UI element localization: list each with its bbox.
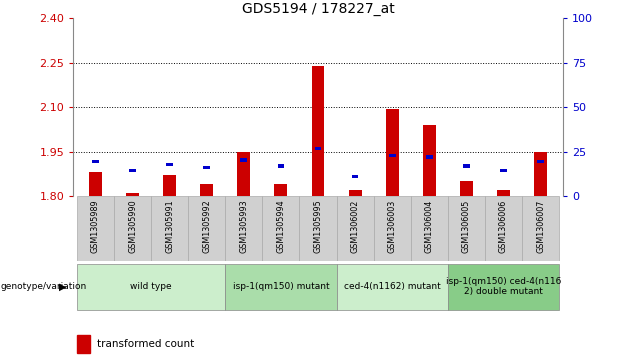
FancyBboxPatch shape [448, 264, 559, 310]
FancyBboxPatch shape [522, 196, 559, 261]
Text: GSM1305990: GSM1305990 [128, 199, 137, 253]
Bar [277, 164, 284, 168]
Text: GSM1306007: GSM1306007 [536, 199, 545, 253]
Bar [89, 172, 102, 196]
Text: GSM1306004: GSM1306004 [425, 199, 434, 253]
FancyBboxPatch shape [374, 196, 411, 261]
Bar [352, 175, 359, 178]
FancyBboxPatch shape [225, 264, 336, 310]
FancyBboxPatch shape [77, 264, 225, 310]
Bar [129, 169, 136, 172]
Text: GSM1305994: GSM1305994 [277, 199, 286, 253]
Bar [200, 184, 213, 196]
Bar [166, 163, 173, 166]
Bar [426, 155, 432, 159]
Bar [385, 109, 399, 196]
Bar [274, 184, 287, 196]
Text: GSM1305992: GSM1305992 [202, 199, 211, 253]
Bar [349, 190, 362, 196]
Bar [463, 164, 470, 168]
FancyBboxPatch shape [263, 196, 300, 261]
Bar [312, 66, 324, 196]
Text: GSM1306005: GSM1306005 [462, 199, 471, 253]
Text: GSM1305991: GSM1305991 [165, 199, 174, 253]
Bar [204, 166, 210, 169]
Text: transformed count: transformed count [97, 339, 195, 349]
Bar [76, 335, 90, 353]
Bar [389, 154, 396, 158]
Bar [315, 147, 321, 150]
Bar [500, 169, 507, 172]
FancyBboxPatch shape [300, 196, 336, 261]
Text: isp-1(qm150) ced-4(n116
2) double mutant: isp-1(qm150) ced-4(n116 2) double mutant [446, 277, 561, 297]
FancyBboxPatch shape [448, 196, 485, 261]
Bar [423, 125, 436, 196]
Text: GSM1306002: GSM1306002 [350, 199, 359, 253]
FancyBboxPatch shape [188, 196, 225, 261]
FancyBboxPatch shape [151, 196, 188, 261]
Bar [92, 160, 99, 163]
Bar [126, 193, 139, 196]
Bar [240, 158, 247, 162]
Text: GSM1306003: GSM1306003 [388, 199, 397, 253]
FancyBboxPatch shape [411, 196, 448, 261]
FancyBboxPatch shape [114, 196, 151, 261]
Text: ▶: ▶ [59, 282, 67, 292]
Text: genotype/variation: genotype/variation [1, 282, 87, 291]
Text: GSM1306006: GSM1306006 [499, 199, 508, 253]
FancyBboxPatch shape [77, 196, 114, 261]
FancyBboxPatch shape [336, 196, 374, 261]
Text: isp-1(qm150) mutant: isp-1(qm150) mutant [233, 282, 329, 291]
Text: ced-4(n1162) mutant: ced-4(n1162) mutant [344, 282, 441, 291]
Bar [163, 175, 176, 196]
Text: GSM1305995: GSM1305995 [314, 199, 322, 253]
Bar [534, 151, 547, 196]
FancyBboxPatch shape [336, 264, 448, 310]
FancyBboxPatch shape [225, 196, 263, 261]
Text: GSM1305993: GSM1305993 [239, 199, 248, 253]
Text: wild type: wild type [130, 282, 172, 291]
Text: GSM1305989: GSM1305989 [91, 199, 100, 253]
Title: GDS5194 / 178227_at: GDS5194 / 178227_at [242, 2, 394, 16]
Bar [460, 181, 473, 196]
Bar [537, 160, 544, 163]
Bar [237, 151, 251, 196]
FancyBboxPatch shape [485, 196, 522, 261]
Bar [497, 190, 510, 196]
